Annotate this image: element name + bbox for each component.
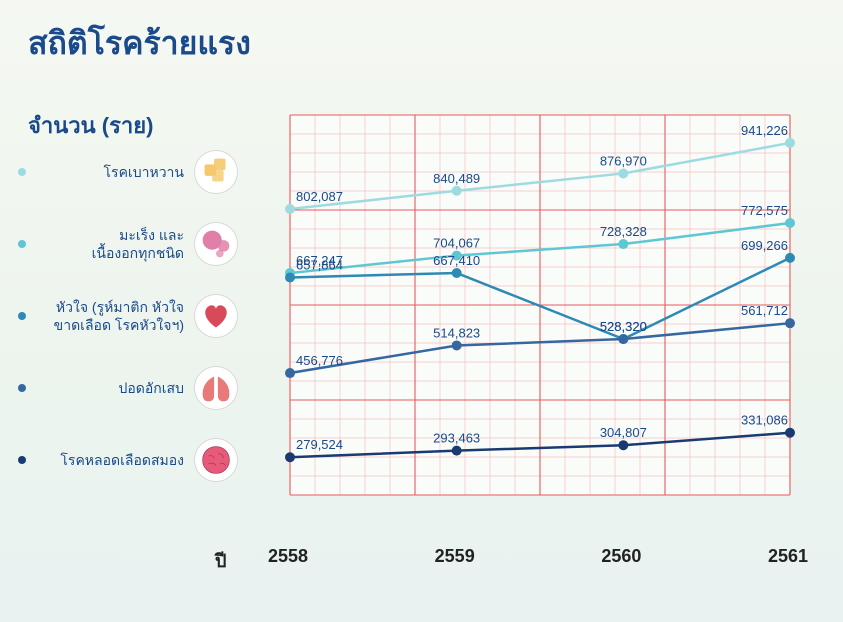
svg-text:279,524: 279,524	[296, 437, 343, 452]
legend-item: ปอดอักเสบ	[18, 366, 238, 410]
legend-dot	[18, 312, 26, 320]
svg-text:699,266: 699,266	[741, 238, 788, 253]
lungs-icon	[194, 366, 238, 410]
legend-item: หัวใจ (รูห์มาติก หัวใจ ขาดเลือด โรคหัวใจ…	[18, 294, 238, 338]
sugar-icon	[194, 150, 238, 194]
legend-label: ปอดอักเสบ	[36, 379, 184, 397]
svg-text:704,067: 704,067	[433, 236, 480, 251]
x-tick: 2558	[268, 546, 308, 567]
svg-text:514,823: 514,823	[433, 325, 480, 340]
legend-item: มะเร็ง และ เนื้องอกทุกชนิด	[18, 222, 238, 266]
svg-text:293,463: 293,463	[433, 431, 480, 446]
svg-text:561,712: 561,712	[741, 303, 788, 318]
svg-text:667,410: 667,410	[433, 253, 480, 268]
svg-text:876,970: 876,970	[600, 153, 647, 168]
brain-icon	[194, 438, 238, 482]
x-tick: 2561	[768, 546, 808, 567]
legend-item: โรคหลอดเลือดสมอง	[18, 438, 238, 482]
svg-text:840,489: 840,489	[433, 171, 480, 186]
svg-text:657,864: 657,864	[296, 258, 343, 273]
page-title: สถิติโรคร้ายแรง	[28, 18, 251, 69]
legend-dot	[18, 168, 26, 176]
x-tick: 2560	[601, 546, 641, 567]
svg-text:941,226: 941,226	[741, 123, 788, 138]
legend-dot	[18, 384, 26, 392]
legend-item: โรคเบาหวาน	[18, 150, 238, 194]
svg-text:331,086: 331,086	[741, 413, 788, 428]
legend-label: หัวใจ (รูห์มาติก หัวใจ ขาดเลือด โรคหัวใจ…	[36, 298, 184, 334]
svg-text:772,575: 772,575	[741, 203, 788, 218]
legend-dot	[18, 240, 26, 248]
x-axis-label: ปี	[215, 546, 226, 575]
cells-icon	[194, 222, 238, 266]
legend: โรคเบาหวานมะเร็ง และ เนื้องอกทุกชนิดหัวใ…	[18, 150, 238, 510]
x-tick: 2559	[435, 546, 475, 567]
y-axis-label: จำนวน (ราย)	[28, 108, 154, 143]
svg-text:802,087: 802,087	[296, 189, 343, 204]
line-chart: 802,087840,489876,970941,226667,247704,0…	[250, 105, 810, 525]
legend-label: มะเร็ง และ เนื้องอกทุกชนิด	[36, 226, 184, 262]
svg-text:304,807: 304,807	[600, 425, 647, 440]
legend-label: โรคเบาหวาน	[36, 163, 184, 181]
svg-text:728,328: 728,328	[600, 224, 647, 239]
heart-icon	[194, 294, 238, 338]
legend-label: โรคหลอดเลือดสมอง	[36, 451, 184, 469]
svg-text:456,776: 456,776	[296, 353, 343, 368]
legend-dot	[18, 456, 26, 464]
svg-text:528,320: 528,320	[600, 319, 647, 334]
